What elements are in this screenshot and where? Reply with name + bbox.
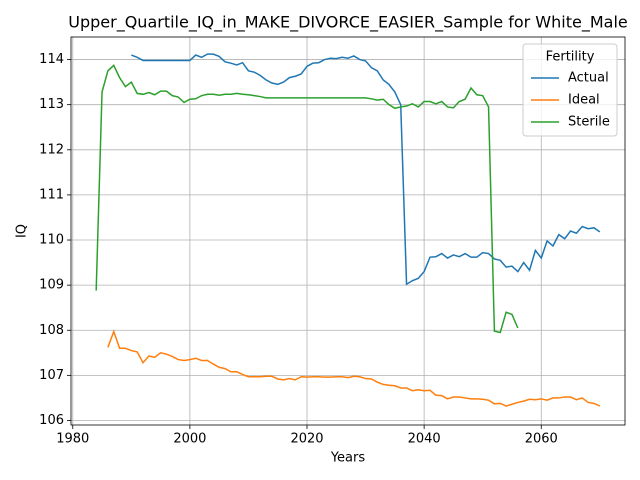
y-axis-label: IQ <box>15 224 30 238</box>
y-tick-label: 109 <box>39 278 64 293</box>
line-series <box>107 329 601 407</box>
y-tick-label: 112 <box>39 142 64 157</box>
x-tick-label: 2060 <box>525 432 558 447</box>
x-tick-label: 1980 <box>56 432 89 447</box>
axes-frame <box>70 36 626 426</box>
x-tick-label: 2020 <box>290 432 323 447</box>
y-tick-label: 111 <box>39 187 64 202</box>
chart-title: Upper_Quartile_IQ_in_MAKE_DIVORCE_EASIER… <box>68 13 627 33</box>
legend-title: Fertility <box>546 50 595 65</box>
y-tick-label: 108 <box>39 323 64 338</box>
x-tick-label: 2000 <box>173 432 206 447</box>
y-tick-label: 106 <box>39 413 64 428</box>
y-tick-label: 114 <box>39 52 64 67</box>
y-tick-label: 107 <box>39 368 64 383</box>
legend-box <box>522 43 618 137</box>
legend-label: Sterile <box>568 115 610 130</box>
legend-label: Actual <box>568 71 609 86</box>
legend-label: Ideal <box>568 93 600 108</box>
line-series <box>95 64 519 334</box>
x-axis-label: Years <box>330 451 366 466</box>
y-tick-label: 113 <box>39 97 64 112</box>
x-tick-label: 2040 <box>408 432 441 447</box>
y-tick-label: 110 <box>39 233 64 248</box>
line-series <box>131 53 601 286</box>
